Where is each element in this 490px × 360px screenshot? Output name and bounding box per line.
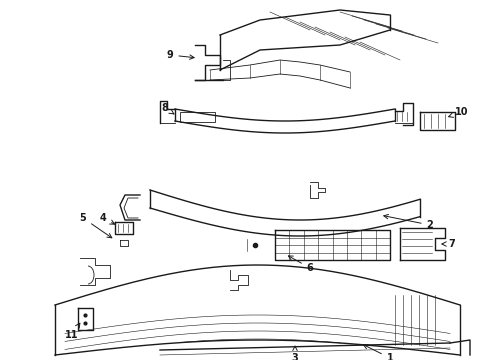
Text: 7: 7 [442, 239, 455, 249]
Text: 1: 1 [364, 345, 393, 360]
Text: 6: 6 [289, 256, 314, 273]
Text: 8: 8 [162, 103, 174, 114]
Bar [180, 112, 215, 122]
Text: 2: 2 [384, 215, 433, 230]
Text: 5: 5 [79, 213, 112, 238]
Text: 10: 10 [449, 107, 469, 117]
Text: 9: 9 [167, 50, 194, 60]
Text: 3: 3 [292, 346, 298, 360]
Text: 11: 11 [65, 323, 80, 340]
Text: 4: 4 [99, 213, 115, 224]
